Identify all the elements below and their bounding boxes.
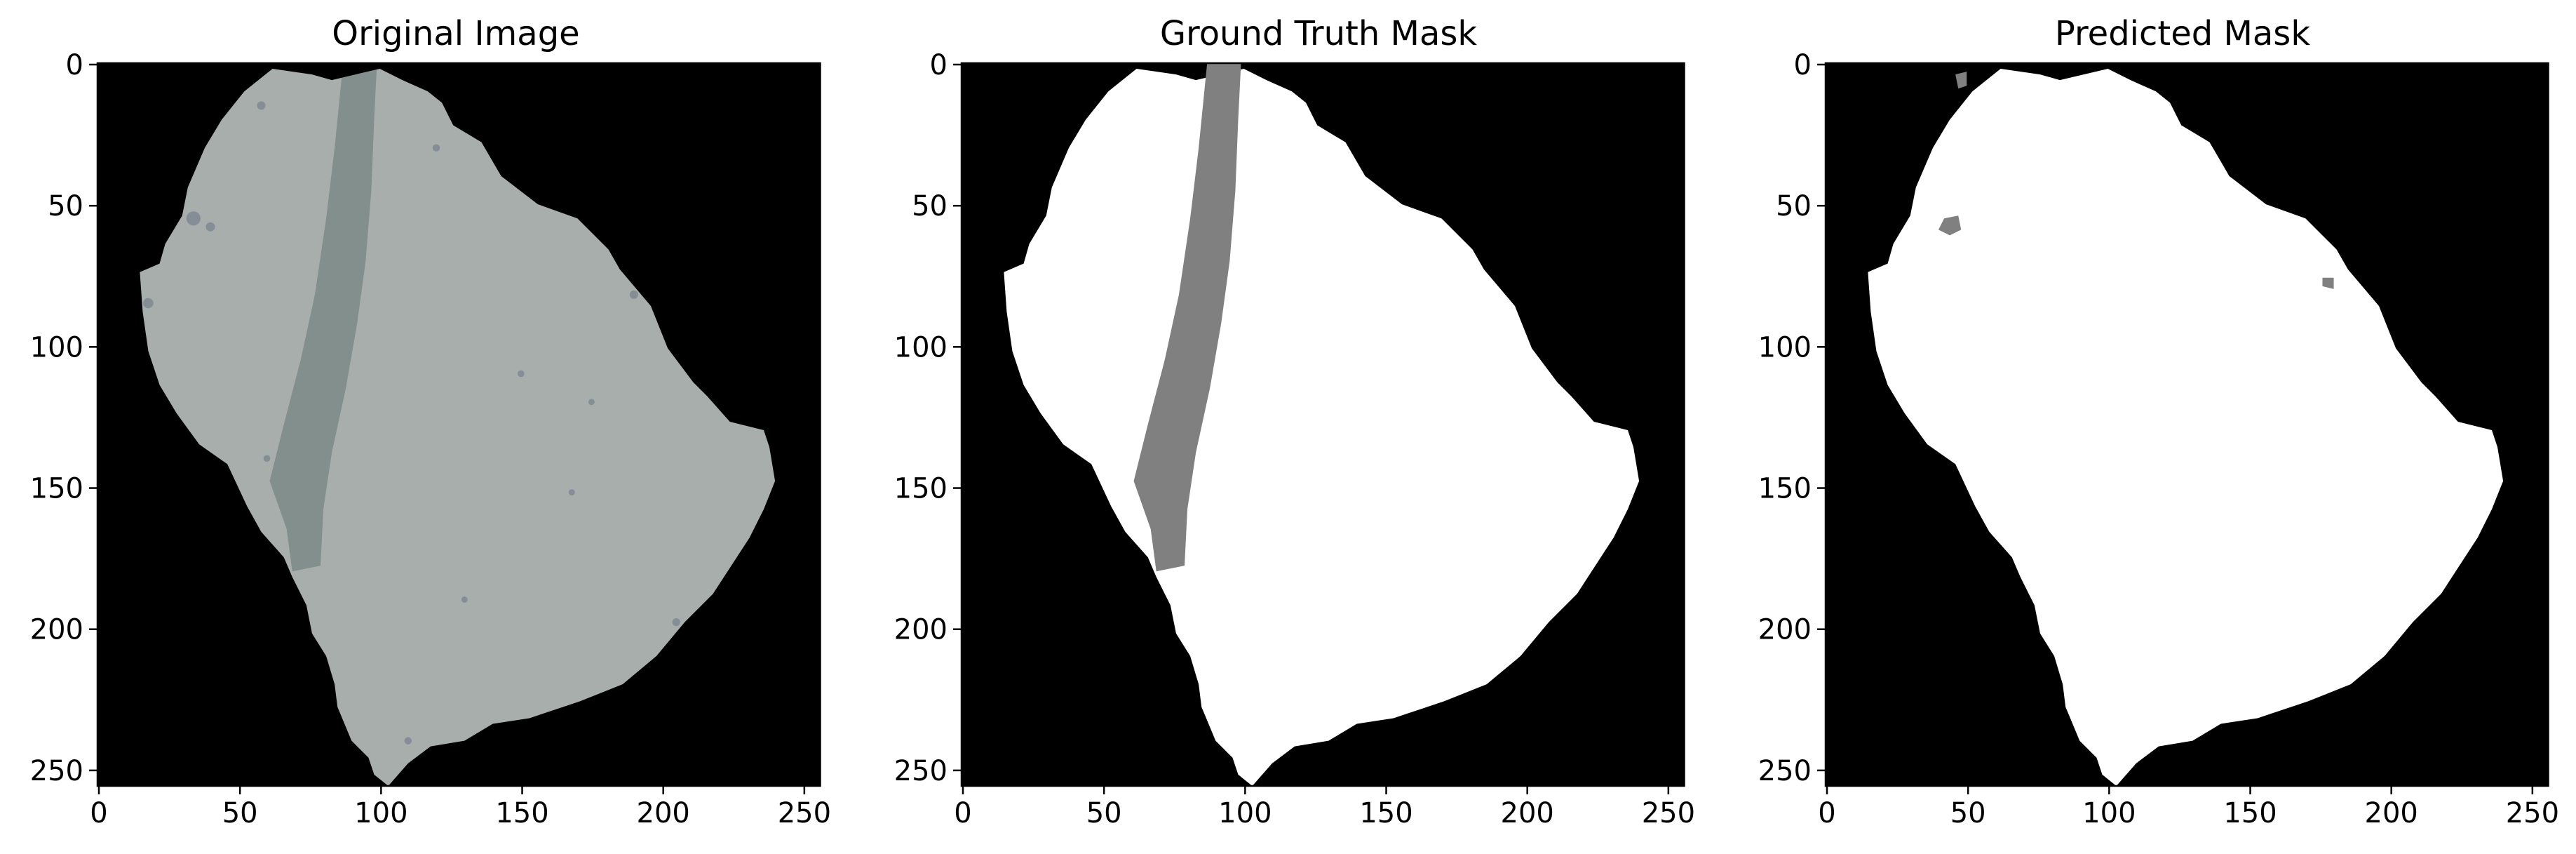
y-tick-label: 0 bbox=[930, 49, 948, 81]
x-tick-label: 0 bbox=[1818, 797, 1835, 829]
y-tick-label: 0 bbox=[66, 49, 83, 81]
y-tick-label: 100 bbox=[30, 331, 83, 363]
image-area bbox=[1826, 63, 2549, 786]
x-tick-label: 250 bbox=[1642, 797, 1695, 829]
x-tick-label: 200 bbox=[1501, 797, 1554, 829]
panel-title: Ground Truth Mask bbox=[1160, 14, 1478, 53]
y-axis: 0 50 100 150 200 250 bbox=[1758, 49, 1826, 787]
y-tick-label: 150 bbox=[30, 473, 83, 505]
x-tick-label: 150 bbox=[1359, 797, 1412, 829]
x-tick-label: 200 bbox=[2365, 797, 2418, 829]
axes-frame bbox=[960, 62, 1685, 787]
x-tick-label: 50 bbox=[1950, 797, 1986, 829]
y-tick-label: 250 bbox=[1758, 755, 1812, 787]
x-tick-label: 100 bbox=[2082, 797, 2136, 829]
surface-specks bbox=[143, 101, 680, 745]
x-tick-label: 250 bbox=[2506, 797, 2559, 829]
y-tick-label: 250 bbox=[30, 755, 83, 787]
panel-title: Original Image bbox=[332, 14, 579, 53]
axes-frame bbox=[96, 62, 821, 787]
x-tick-label: 100 bbox=[354, 797, 407, 829]
y-tick-label: 150 bbox=[1758, 473, 1812, 505]
x-tick-label: 50 bbox=[222, 797, 258, 829]
panel-original-image: Original Image bbox=[30, 14, 831, 829]
y-tick-label: 100 bbox=[894, 331, 948, 363]
x-tick-label: 200 bbox=[637, 797, 690, 829]
y-tick-label: 200 bbox=[894, 614, 948, 646]
x-tick-label: 0 bbox=[90, 797, 107, 829]
y-tick-label: 100 bbox=[1758, 331, 1812, 363]
y-tick-label: 250 bbox=[894, 755, 948, 787]
y-tick-label: 0 bbox=[1794, 49, 1812, 81]
x-tick-label: 150 bbox=[495, 797, 548, 829]
x-tick-label: 0 bbox=[954, 797, 971, 829]
panel-title: Predicted Mask bbox=[2055, 14, 2310, 53]
image-area bbox=[962, 63, 1685, 786]
x-tick-label: 50 bbox=[1086, 797, 1122, 829]
axes-frame bbox=[1824, 62, 2549, 787]
x-axis: 0 50 100 150 200 250 bbox=[954, 786, 1695, 829]
y-tick-label: 50 bbox=[912, 190, 948, 222]
panel-predicted-mask: Predicted Mask 0 50 100 150 200 250 0 50 100 150… bbox=[1758, 14, 2559, 829]
image-area bbox=[97, 63, 821, 786]
band-fragments bbox=[1938, 72, 2334, 289]
x-axis: 0 50 100 150 200 250 bbox=[1818, 786, 2559, 829]
panel-ground-truth-mask: Ground Truth Mask 0 50 100 150 200 250 0 50 100… bbox=[894, 14, 1695, 829]
y-tick-label: 200 bbox=[1758, 614, 1812, 646]
x-tick-label: 150 bbox=[2223, 797, 2277, 829]
y-axis: 0 50 100 150 200 250 bbox=[30, 49, 97, 787]
y-axis: 0 50 100 150 200 250 bbox=[894, 49, 962, 787]
y-tick-label: 50 bbox=[48, 190, 83, 222]
y-tick-label: 150 bbox=[894, 473, 948, 505]
y-tick-label: 50 bbox=[1776, 190, 1812, 222]
x-tick-label: 250 bbox=[778, 797, 831, 829]
x-axis: 0 50 100 150 200 250 bbox=[90, 786, 831, 829]
y-tick-label: 200 bbox=[30, 614, 83, 646]
x-tick-label: 100 bbox=[1218, 797, 1272, 829]
